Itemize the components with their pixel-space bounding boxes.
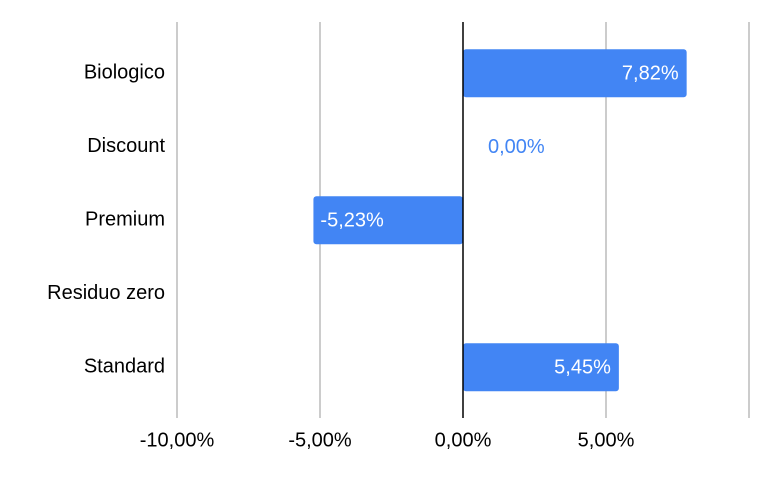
- bar: [313, 196, 463, 245]
- bar: [463, 49, 687, 98]
- x-tick-label: 0,00%: [435, 429, 492, 451]
- value-label: 0,00%: [488, 136, 545, 158]
- value-label: 7,82%: [622, 63, 679, 85]
- bar: [463, 343, 619, 392]
- value-label: -5,23%: [320, 210, 384, 232]
- y-tick-label: Residuo zero: [47, 282, 165, 304]
- x-tick-label: -10,00%: [140, 429, 215, 451]
- y-tick-label: Discount: [87, 135, 165, 157]
- y-tick-label: Premium: [85, 209, 165, 231]
- x-tick-label: 5,00%: [578, 429, 635, 451]
- value-label: 5,45%: [554, 357, 611, 379]
- y-tick-label: Standard: [84, 356, 165, 378]
- x-tick-label: -5,00%: [288, 429, 352, 451]
- y-tick-label: Biologico: [84, 62, 165, 84]
